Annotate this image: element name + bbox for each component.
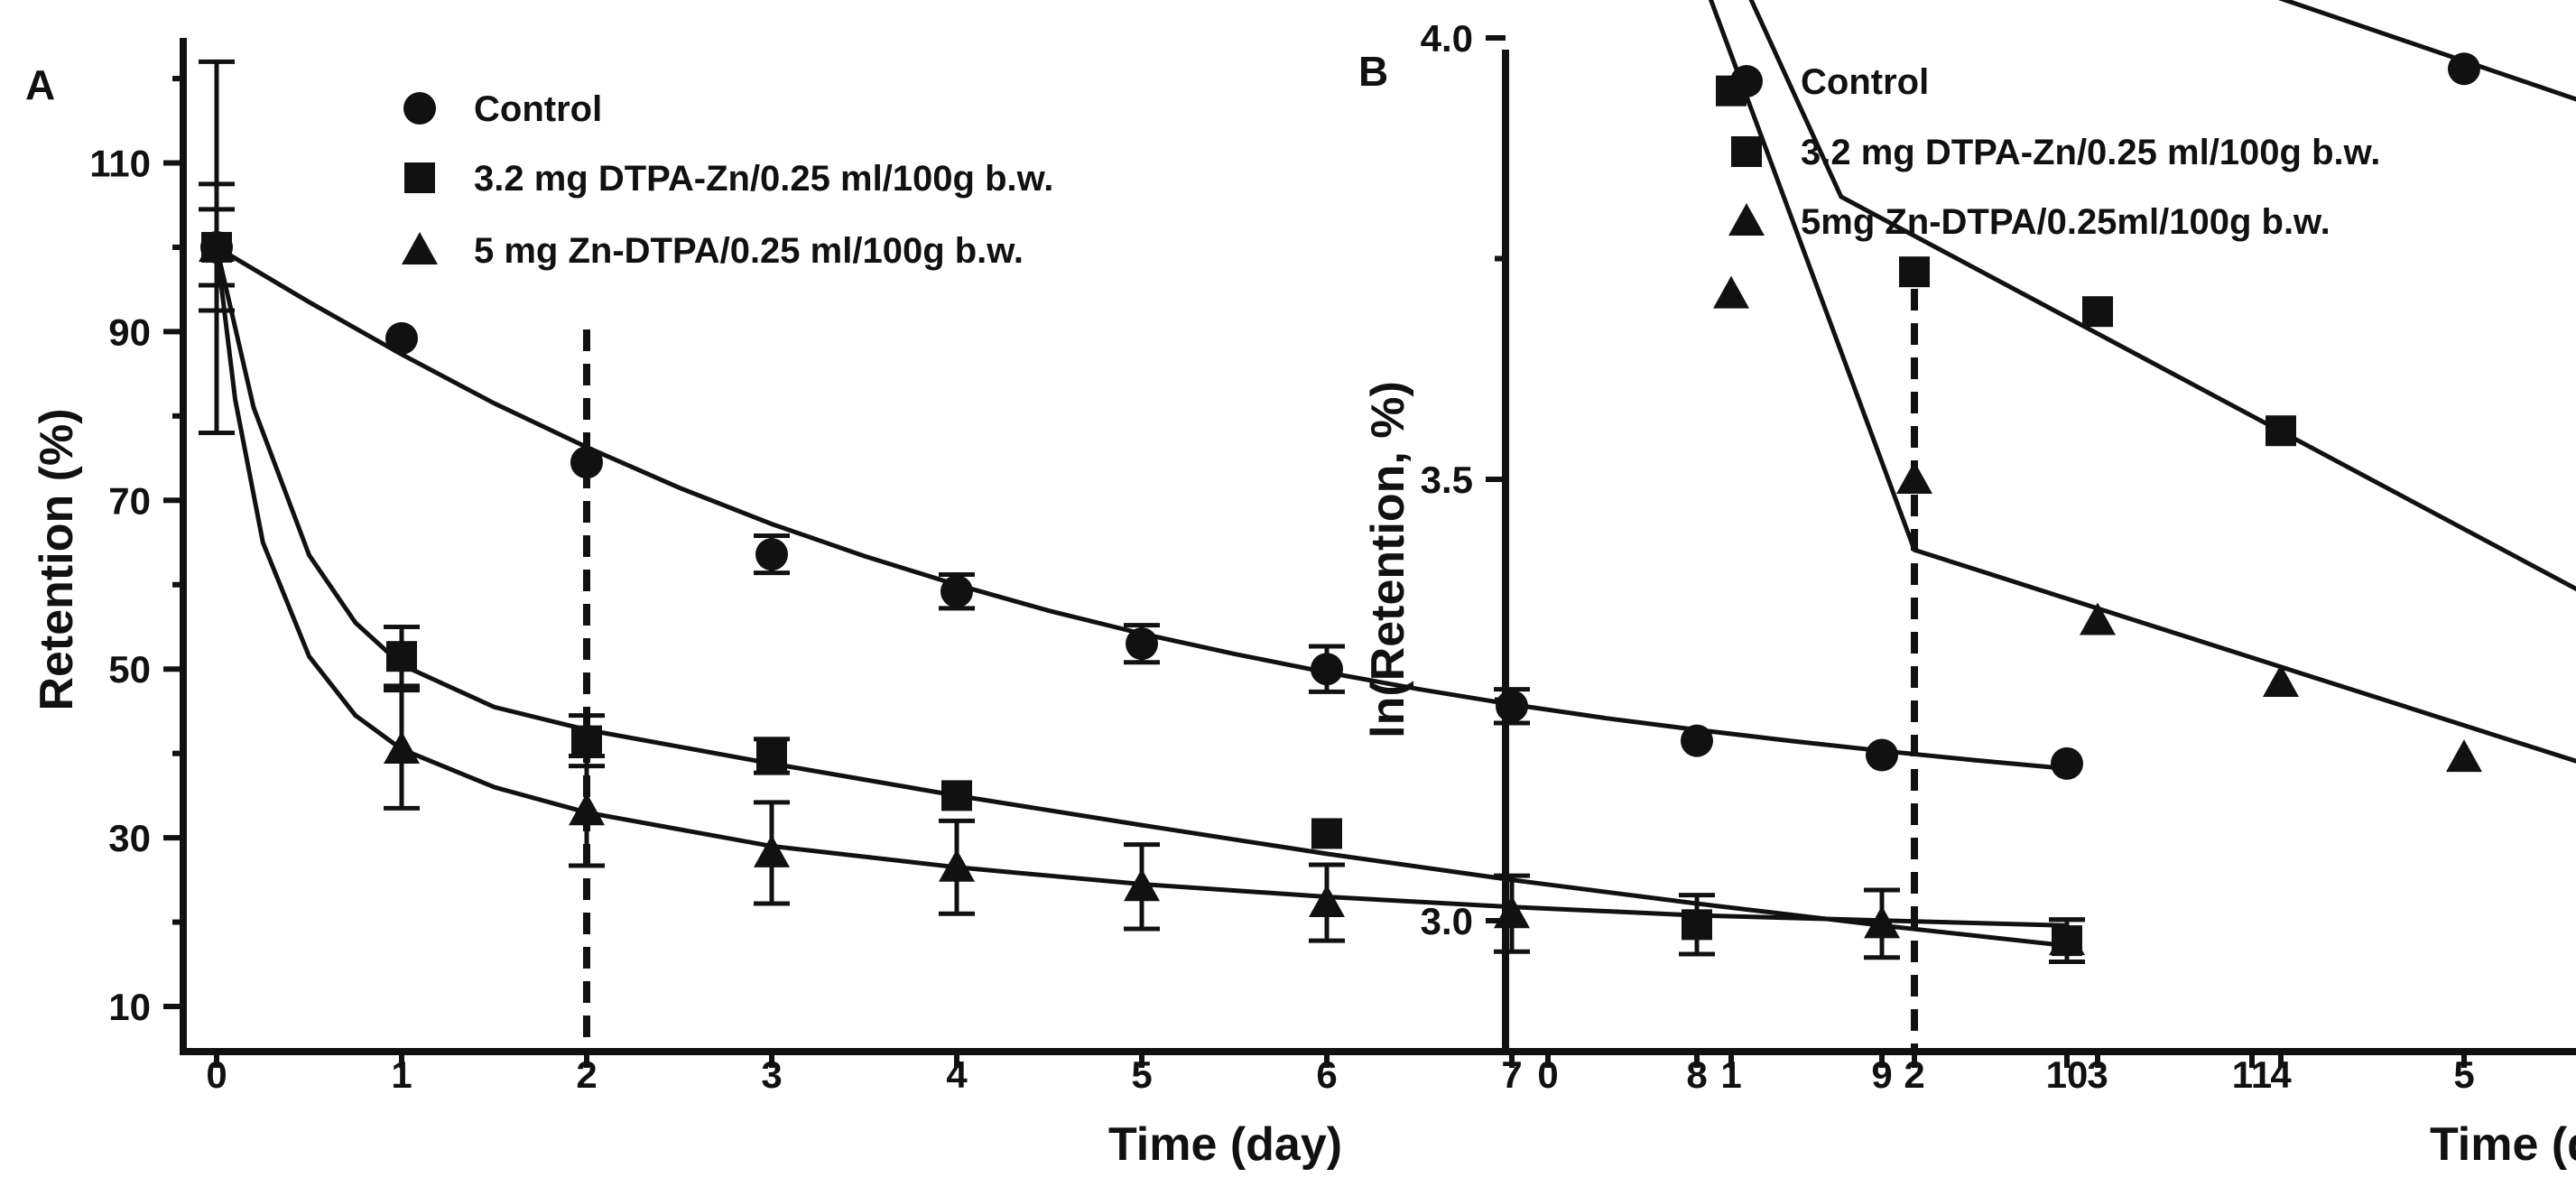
x-tick-label: 1 [391, 1053, 412, 1096]
y-axis-title: ln(Retention, %) [1362, 381, 1414, 738]
data-point-triangle [1309, 885, 1345, 918]
fit-curve-square [1748, 0, 2576, 592]
fit-curve-square [214, 246, 2068, 949]
data-point-square [941, 780, 972, 811]
legend-label: Control [1801, 62, 1929, 102]
data-point-square [2266, 415, 2296, 447]
x-tick-label: 3 [761, 1053, 782, 1096]
x-tick-label: 5 [1131, 1053, 1152, 1096]
y-tick-label: 50 [108, 648, 151, 691]
series-square [1716, 0, 2576, 592]
data-point-triangle [1864, 905, 1900, 939]
y-tick-label: 3.0 [1421, 900, 1473, 942]
legend-marker-triangle [1728, 203, 1765, 236]
x-tick-label: 2 [576, 1053, 597, 1096]
fit-curve-circle [2277, 0, 2576, 102]
legend-marker-square [1731, 136, 1762, 167]
data-point-circle [1311, 653, 1343, 686]
y-tick-label: 110 [89, 143, 151, 185]
data-point-triangle [2080, 602, 2116, 635]
x-tick-label: 8 [1686, 1053, 1707, 1096]
x-tick-label: 6 [1316, 1053, 1337, 1096]
data-point-square [756, 740, 787, 772]
legend: Control 3.2 mg DTPA-Zn/0.25 ml/100g b.w. 5… [402, 89, 1053, 271]
legend-label: 3.2 mg DTPA-Zn/0.25 ml/100g b.w. [1801, 133, 2380, 172]
data-point-square [571, 725, 602, 756]
x-tick-label: 7 [1501, 1053, 1522, 1096]
data-point-square [1311, 818, 1342, 849]
data-point-triangle [939, 849, 975, 882]
x-tick-label: 2 [1904, 1053, 1924, 1096]
y-tick-label: 30 [108, 817, 151, 859]
x-tick-label: 0 [206, 1053, 227, 1096]
legend-label: Control [474, 89, 602, 129]
data-point-square [386, 641, 417, 672]
fit-curve-triangle [214, 246, 2068, 928]
x-tick-label: 0 [1537, 1053, 1558, 1096]
y-tick-label: 10 [108, 986, 151, 1028]
x-axis-title: Time (day) [2430, 1118, 2576, 1171]
data-point-circle [2051, 747, 2083, 780]
data-point-triangle [1124, 868, 1160, 902]
x-tick-label: 4 [2270, 1053, 2292, 1096]
legend-label: 3.2 mg DTPA-Zn/0.25 ml/100g b.w. [474, 159, 1053, 199]
x-tick-label: 5 [2453, 1053, 2474, 1096]
data-point-triangle [384, 730, 420, 764]
data-point-triangle [2263, 663, 2299, 697]
y-tick-label: 3.5 [1421, 459, 1473, 501]
x-tick-label: 4 [946, 1053, 968, 1096]
data-point-square [1899, 256, 1930, 288]
x-tick-label: 1 [1720, 1053, 1741, 1096]
x-tick-label: 3 [2087, 1053, 2108, 1096]
data-point-triangle [2446, 739, 2482, 773]
data-point-triangle [569, 793, 605, 826]
x-tick-label: 10 [2046, 1053, 2089, 1096]
legend-marker-circle [403, 92, 436, 125]
x-tick-label: 11 [2232, 1053, 2272, 1096]
y-tick-label: 90 [108, 311, 151, 353]
legend-marker-circle [1730, 65, 1763, 97]
legend-marker-square [404, 162, 435, 193]
data-point-circle [1681, 724, 1713, 757]
y-tick-label: 70 [108, 479, 151, 522]
fit-curve-triangle [1708, 0, 2576, 764]
y-axis-title: Retention (%) [31, 408, 83, 710]
data-point-triangle [754, 834, 790, 867]
series-triangle [1708, 0, 2576, 773]
data-point-circle [755, 538, 788, 571]
x-axis-title: Time (day) [1108, 1118, 1342, 1171]
fit-curve-circle [215, 245, 2068, 771]
data-point-circle [570, 446, 603, 479]
data-point-circle [1866, 738, 1898, 772]
legend: Control 3.2 mg DTPA-Zn/0.25 ml/100g b.w. 5… [1728, 62, 2380, 242]
legend-label: 5 mg Zn-DTPA/0.25 ml/100g b.w. [474, 231, 1024, 271]
panel-label: A [25, 61, 55, 108]
data-point-circle [2448, 52, 2480, 86]
legend-marker-triangle [402, 232, 438, 264]
data-point-circle [941, 575, 973, 608]
series-circle [199, 59, 2083, 780]
legend-label: 5mg Zn-DTPA/0.25ml/100g b.w. [1801, 202, 2330, 242]
data-point-triangle [199, 228, 235, 262]
data-point-circle [385, 321, 418, 355]
x-tick-label: 9 [1871, 1053, 1892, 1096]
data-point-triangle [2049, 923, 2085, 956]
data-point-circle [1126, 627, 1158, 661]
series-triangle [199, 181, 2085, 964]
data-point-square [2082, 296, 2113, 328]
y-tick-label: 4.0 [1421, 17, 1473, 60]
data-point-triangle [1896, 461, 1932, 494]
series-circle [2277, 0, 2576, 102]
data-point-circle [1496, 690, 1528, 723]
data-point-triangle [1713, 275, 1749, 309]
panel-label: B [1358, 48, 1388, 95]
